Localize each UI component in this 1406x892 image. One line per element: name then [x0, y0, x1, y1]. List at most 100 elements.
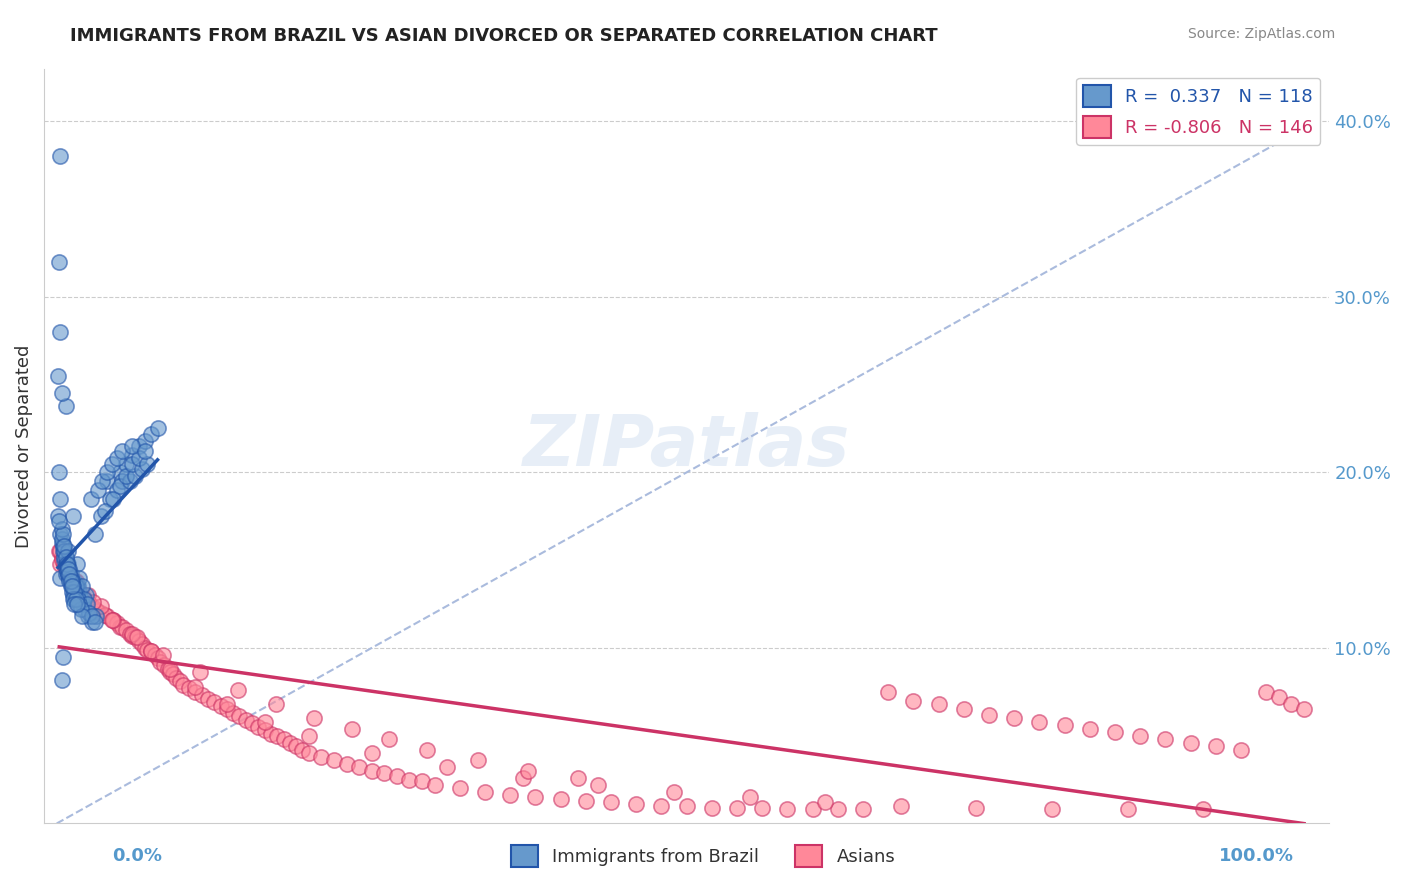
Point	[76, 597, 98, 611]
Point	[51, 532, 73, 546]
Point	[111, 620, 134, 634]
Point	[662, 785, 685, 799]
Point	[776, 802, 799, 816]
Point	[291, 743, 314, 757]
Point	[65, 579, 87, 593]
Point	[416, 743, 439, 757]
Point	[1116, 802, 1139, 816]
Point	[903, 693, 925, 707]
Point	[63, 584, 86, 599]
Point	[46, 368, 69, 383]
Point	[59, 574, 82, 589]
Point	[75, 593, 97, 607]
Point	[103, 613, 125, 627]
Point	[66, 557, 89, 571]
Point	[83, 615, 105, 629]
Point	[127, 631, 149, 645]
Point	[347, 760, 370, 774]
Point	[146, 421, 169, 435]
Point	[121, 457, 143, 471]
Point	[49, 526, 72, 541]
Point	[852, 802, 875, 816]
Point	[60, 579, 83, 593]
Point	[53, 553, 76, 567]
Point	[298, 746, 321, 760]
Point	[58, 562, 80, 576]
Point	[96, 609, 118, 624]
Point	[70, 588, 93, 602]
Point	[1129, 729, 1152, 743]
Point	[136, 642, 159, 657]
Point	[253, 714, 276, 729]
Point	[67, 571, 90, 585]
Point	[118, 627, 141, 641]
Point	[966, 800, 988, 814]
Point	[93, 607, 115, 622]
Point	[1104, 725, 1126, 739]
Point	[56, 567, 79, 582]
Point	[93, 504, 115, 518]
Point	[499, 789, 522, 803]
Point	[474, 785, 496, 799]
Point	[60, 579, 83, 593]
Point	[1292, 702, 1315, 716]
Point	[56, 566, 79, 580]
Point	[62, 579, 84, 593]
Point	[56, 544, 79, 558]
Point	[66, 582, 89, 597]
Point	[928, 697, 950, 711]
Point	[725, 800, 748, 814]
Point	[467, 753, 489, 767]
Point	[228, 709, 250, 723]
Point	[84, 609, 107, 624]
Point	[59, 571, 82, 585]
Point	[83, 526, 105, 541]
Point	[650, 799, 672, 814]
Point	[58, 574, 80, 589]
Point	[60, 574, 83, 589]
Point	[285, 739, 308, 754]
Point	[278, 736, 301, 750]
Legend: R =  0.337   N = 118, R = -0.806   N = 146: R = 0.337 N = 118, R = -0.806 N = 146	[1076, 78, 1320, 145]
Point	[136, 457, 159, 471]
Point	[105, 483, 128, 497]
Point	[1205, 739, 1227, 754]
Point	[46, 509, 69, 524]
Point	[311, 749, 333, 764]
Point	[588, 778, 610, 792]
Point	[149, 655, 172, 669]
Point	[240, 716, 263, 731]
Point	[124, 468, 146, 483]
Point	[65, 584, 87, 599]
Point	[53, 549, 76, 564]
Point	[60, 574, 83, 589]
Point	[48, 466, 70, 480]
Point	[101, 613, 124, 627]
Point	[567, 771, 589, 785]
Point	[73, 591, 96, 606]
Point	[184, 680, 207, 694]
Point	[59, 571, 82, 585]
Point	[58, 567, 80, 582]
Point	[302, 711, 325, 725]
Point	[48, 254, 70, 268]
Point	[1268, 690, 1291, 704]
Point	[56, 564, 79, 578]
Point	[70, 597, 93, 611]
Point	[51, 673, 73, 687]
Point	[385, 769, 408, 783]
Point	[49, 149, 72, 163]
Point	[63, 574, 86, 589]
Point	[675, 799, 697, 814]
Point	[222, 706, 245, 720]
Point	[1040, 802, 1063, 816]
Point	[55, 549, 77, 564]
Point	[49, 491, 72, 506]
Point	[56, 557, 79, 571]
Point	[235, 713, 257, 727]
Point	[60, 584, 83, 599]
Point	[59, 574, 82, 589]
Point	[827, 802, 849, 816]
Point	[169, 674, 191, 689]
Point	[82, 595, 104, 609]
